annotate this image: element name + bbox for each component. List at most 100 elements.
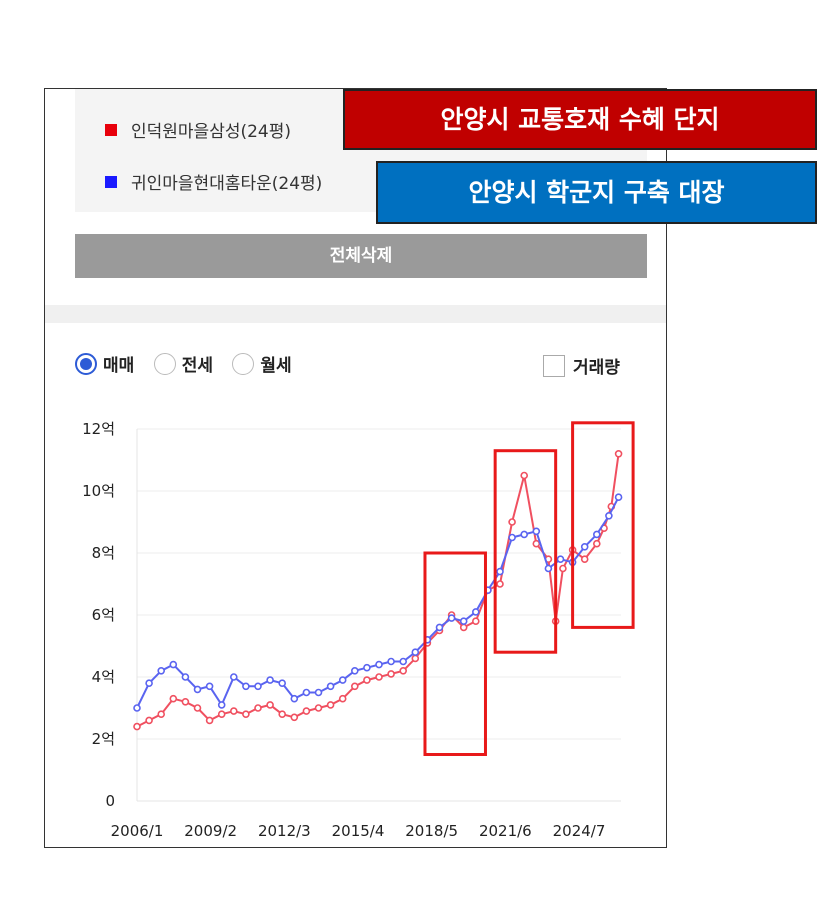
data-point bbox=[157, 666, 165, 675]
data-point bbox=[326, 701, 335, 709]
x-tick-label: 2018/5 bbox=[405, 822, 458, 840]
data-point bbox=[350, 682, 359, 691]
data-point bbox=[350, 666, 359, 675]
legend-item-blue[interactable]: 귀인마을현대홈타운(24평) bbox=[105, 169, 322, 194]
y-tick-label: 6억 bbox=[92, 606, 115, 624]
data-point bbox=[338, 694, 347, 703]
y-tick-label: 4억 bbox=[92, 668, 115, 686]
volume-checkbox[interactable]: 거래량 bbox=[543, 353, 620, 378]
x-tick-label: 2006/1 bbox=[111, 822, 164, 840]
data-point bbox=[387, 657, 395, 666]
highlight-box bbox=[493, 449, 558, 654]
data-point bbox=[266, 701, 274, 709]
data-point bbox=[314, 688, 323, 697]
x-tick-label: 2012/3 bbox=[258, 822, 311, 840]
y-tick-label: 0 bbox=[105, 792, 115, 810]
data-point bbox=[375, 673, 383, 681]
volume-label: 거래량 bbox=[573, 358, 620, 378]
data-point bbox=[217, 710, 226, 719]
legend-item-red[interactable]: 인덕원마을삼성(24평) bbox=[105, 117, 291, 142]
data-point bbox=[614, 493, 623, 502]
data-point bbox=[605, 511, 613, 520]
data-point bbox=[363, 663, 371, 672]
data-point bbox=[459, 623, 468, 632]
radio-jeonse[interactable]: 전세 bbox=[153, 351, 227, 376]
data-point bbox=[181, 673, 190, 681]
data-point bbox=[471, 617, 480, 626]
data-point bbox=[302, 707, 311, 715]
legend-swatch-red bbox=[105, 124, 117, 136]
data-point bbox=[614, 449, 623, 458]
data-point bbox=[496, 567, 504, 576]
checkbox-icon bbox=[543, 354, 565, 377]
data-point bbox=[230, 707, 238, 715]
data-point bbox=[447, 614, 456, 622]
data-point bbox=[242, 710, 250, 719]
data-point bbox=[387, 670, 395, 678]
data-point bbox=[133, 722, 141, 731]
data-point bbox=[520, 471, 529, 480]
data-point bbox=[193, 704, 202, 712]
data-point bbox=[145, 716, 153, 725]
data-point bbox=[254, 682, 262, 691]
data-point bbox=[278, 710, 286, 719]
data-point bbox=[435, 623, 444, 632]
trade-type-radio-group: 매매 전세 월세 bbox=[75, 351, 306, 376]
data-point bbox=[580, 542, 589, 551]
legend-swatch-blue bbox=[105, 176, 117, 188]
data-point bbox=[278, 679, 286, 688]
data-point bbox=[266, 676, 274, 684]
data-point bbox=[181, 697, 190, 706]
delete-all-button[interactable]: 전체삭제 bbox=[75, 234, 647, 278]
radio-sale[interactable]: 매매 bbox=[75, 351, 148, 376]
legend-label-red: 인덕원마을삼성(24평) bbox=[131, 122, 292, 142]
data-point bbox=[411, 648, 420, 657]
data-point bbox=[508, 518, 516, 526]
x-tick-label: 2024/7 bbox=[553, 822, 606, 840]
data-point bbox=[496, 580, 504, 588]
data-point bbox=[326, 682, 335, 691]
data-point bbox=[459, 617, 468, 626]
data-point bbox=[399, 666, 408, 675]
data-point bbox=[254, 704, 262, 712]
x-tick-label: 2021/6 bbox=[479, 822, 532, 840]
data-point bbox=[169, 694, 178, 703]
data-point bbox=[133, 704, 141, 712]
data-point bbox=[302, 688, 311, 697]
data-point bbox=[375, 660, 383, 669]
data-point bbox=[544, 564, 553, 573]
radio-unchecked-icon bbox=[232, 352, 255, 375]
data-point bbox=[363, 676, 371, 684]
y-tick-label: 12억 bbox=[82, 420, 115, 438]
data-point bbox=[169, 660, 178, 669]
x-tick-label: 2009/2 bbox=[184, 822, 237, 840]
y-tick-label: 10억 bbox=[82, 482, 115, 500]
y-tick-label: 2억 bbox=[92, 730, 115, 748]
data-point bbox=[338, 676, 347, 684]
data-point bbox=[556, 555, 565, 564]
data-point bbox=[242, 682, 250, 691]
data-point bbox=[314, 704, 323, 712]
banner-school: 안양시 학군지 구축 대장 bbox=[376, 161, 817, 224]
data-point bbox=[471, 608, 480, 616]
price-line-chart: 0 2억 4억 6억 8억 10억 12억 2006/1 2009/2 2012/3 2015/4 2… bbox=[82, 420, 635, 840]
highlight-box bbox=[571, 421, 635, 629]
data-point bbox=[290, 713, 299, 722]
radio-monthly-rent[interactable]: 월세 bbox=[232, 351, 305, 376]
data-point bbox=[559, 564, 567, 573]
legend-label-blue: 귀인마을현대홈타운(24평) bbox=[131, 174, 323, 194]
data-point bbox=[217, 701, 226, 709]
data-point bbox=[532, 527, 541, 536]
section-divider bbox=[45, 305, 666, 323]
data-point bbox=[592, 530, 601, 539]
radio-checked-icon bbox=[75, 352, 97, 375]
data-point bbox=[411, 654, 420, 663]
data-point bbox=[230, 673, 238, 681]
data-point bbox=[205, 716, 214, 725]
banner-transport: 안양시 교통호재 수혜 단지 bbox=[343, 89, 817, 150]
highlight-box bbox=[423, 551, 487, 756]
data-point bbox=[205, 682, 214, 691]
data-point bbox=[399, 657, 408, 666]
data-point bbox=[532, 539, 541, 548]
data-point bbox=[508, 533, 516, 542]
